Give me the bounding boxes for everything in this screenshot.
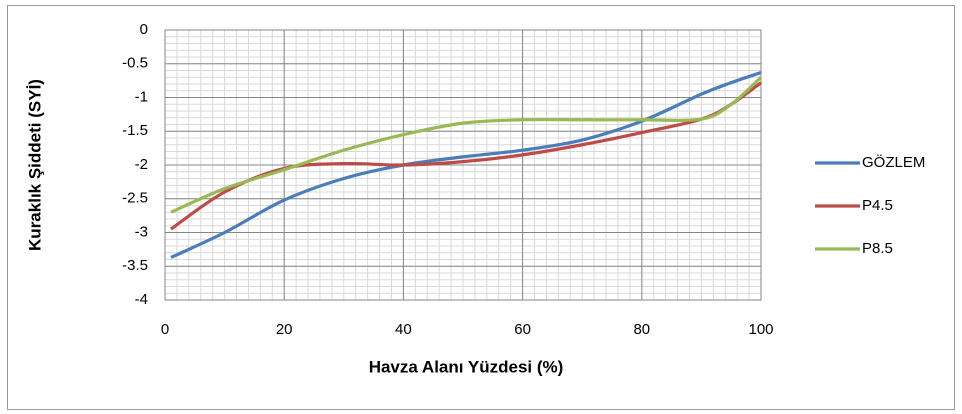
y-tick-label: -0.5: [122, 55, 148, 72]
x-tick-label: 40: [395, 321, 412, 338]
y-tick-label: -2.5: [122, 190, 148, 207]
legend-label: P8.5: [862, 240, 893, 257]
plot-border: [164, 29, 762, 301]
legend-label: P4.5: [862, 197, 893, 214]
y-tick-label: -4: [135, 291, 148, 308]
x-tick-label: 60: [514, 321, 531, 338]
y-tick-label: -1: [135, 88, 148, 105]
chart-border: [7, 5, 955, 410]
x-axis-title: Havza Alanı Yüzdesi (%): [369, 357, 564, 376]
x-tick-label: 80: [633, 321, 650, 338]
y-tick-label: -3.5: [122, 257, 148, 274]
series-line: [170, 76, 763, 214]
y-tick-label: -3: [135, 223, 148, 240]
x-tick-label: 0: [161, 321, 169, 338]
y-tick-label: -1.5: [122, 122, 148, 139]
x-tick-label: 100: [748, 321, 773, 338]
y-tick-label: 0: [140, 21, 148, 38]
y-axis-title: Kuraklık Şiddeti (SYİ): [25, 79, 44, 251]
x-tick-label: 20: [276, 321, 293, 338]
y-tick-label: -2: [135, 156, 148, 173]
legend-label: GÖZLEM: [862, 153, 925, 171]
series-line: [170, 71, 762, 259]
